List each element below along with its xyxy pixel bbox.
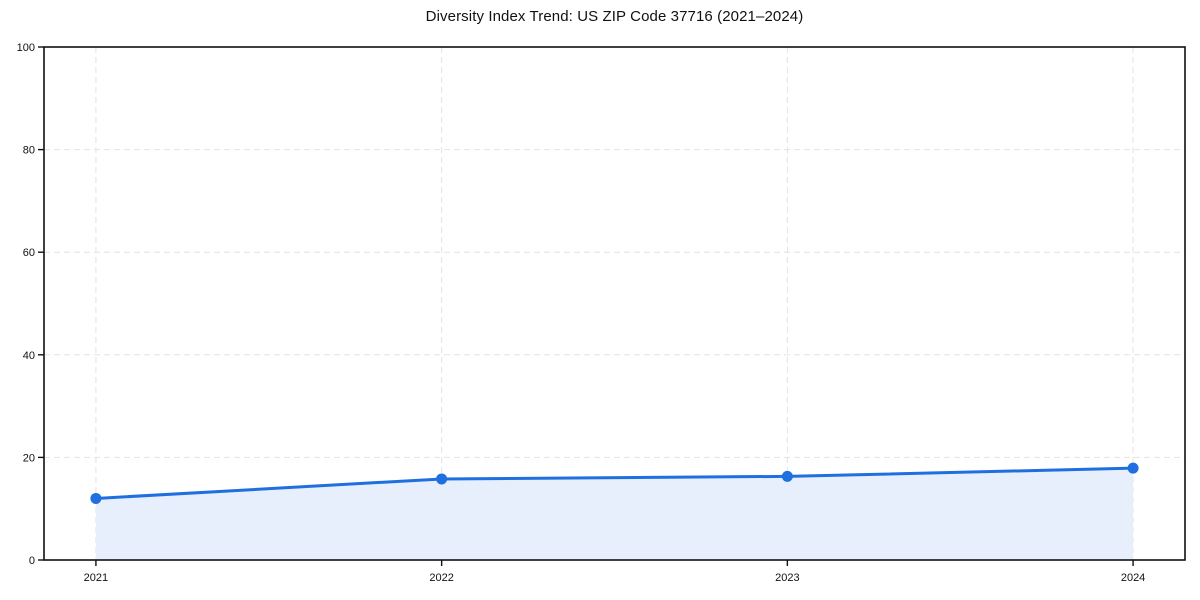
y-tick-label: 40 [23, 350, 35, 362]
data-point [781, 470, 793, 482]
data-point [90, 492, 102, 504]
y-tick-label: 20 [23, 452, 35, 464]
area-fill [95, 468, 1134, 560]
data-point [1127, 462, 1139, 474]
y-tick-label: 0 [29, 555, 35, 567]
x-tick-label: 2022 [429, 572, 453, 584]
chart-title: Diversity Index Trend: US ZIP Code 37716… [425, 8, 804, 25]
data-point [436, 473, 448, 485]
trend-line [94, 466, 1135, 500]
x-tick-label: 2021 [84, 572, 108, 584]
y-tick-label: 100 [17, 42, 35, 54]
x-tick-label: 2024 [1121, 572, 1145, 584]
x-tick-label: 2023 [775, 572, 799, 584]
y-tick-label: 80 [23, 145, 35, 157]
plot-border [43, 46, 1186, 561]
y-tick-label: 60 [23, 247, 35, 259]
